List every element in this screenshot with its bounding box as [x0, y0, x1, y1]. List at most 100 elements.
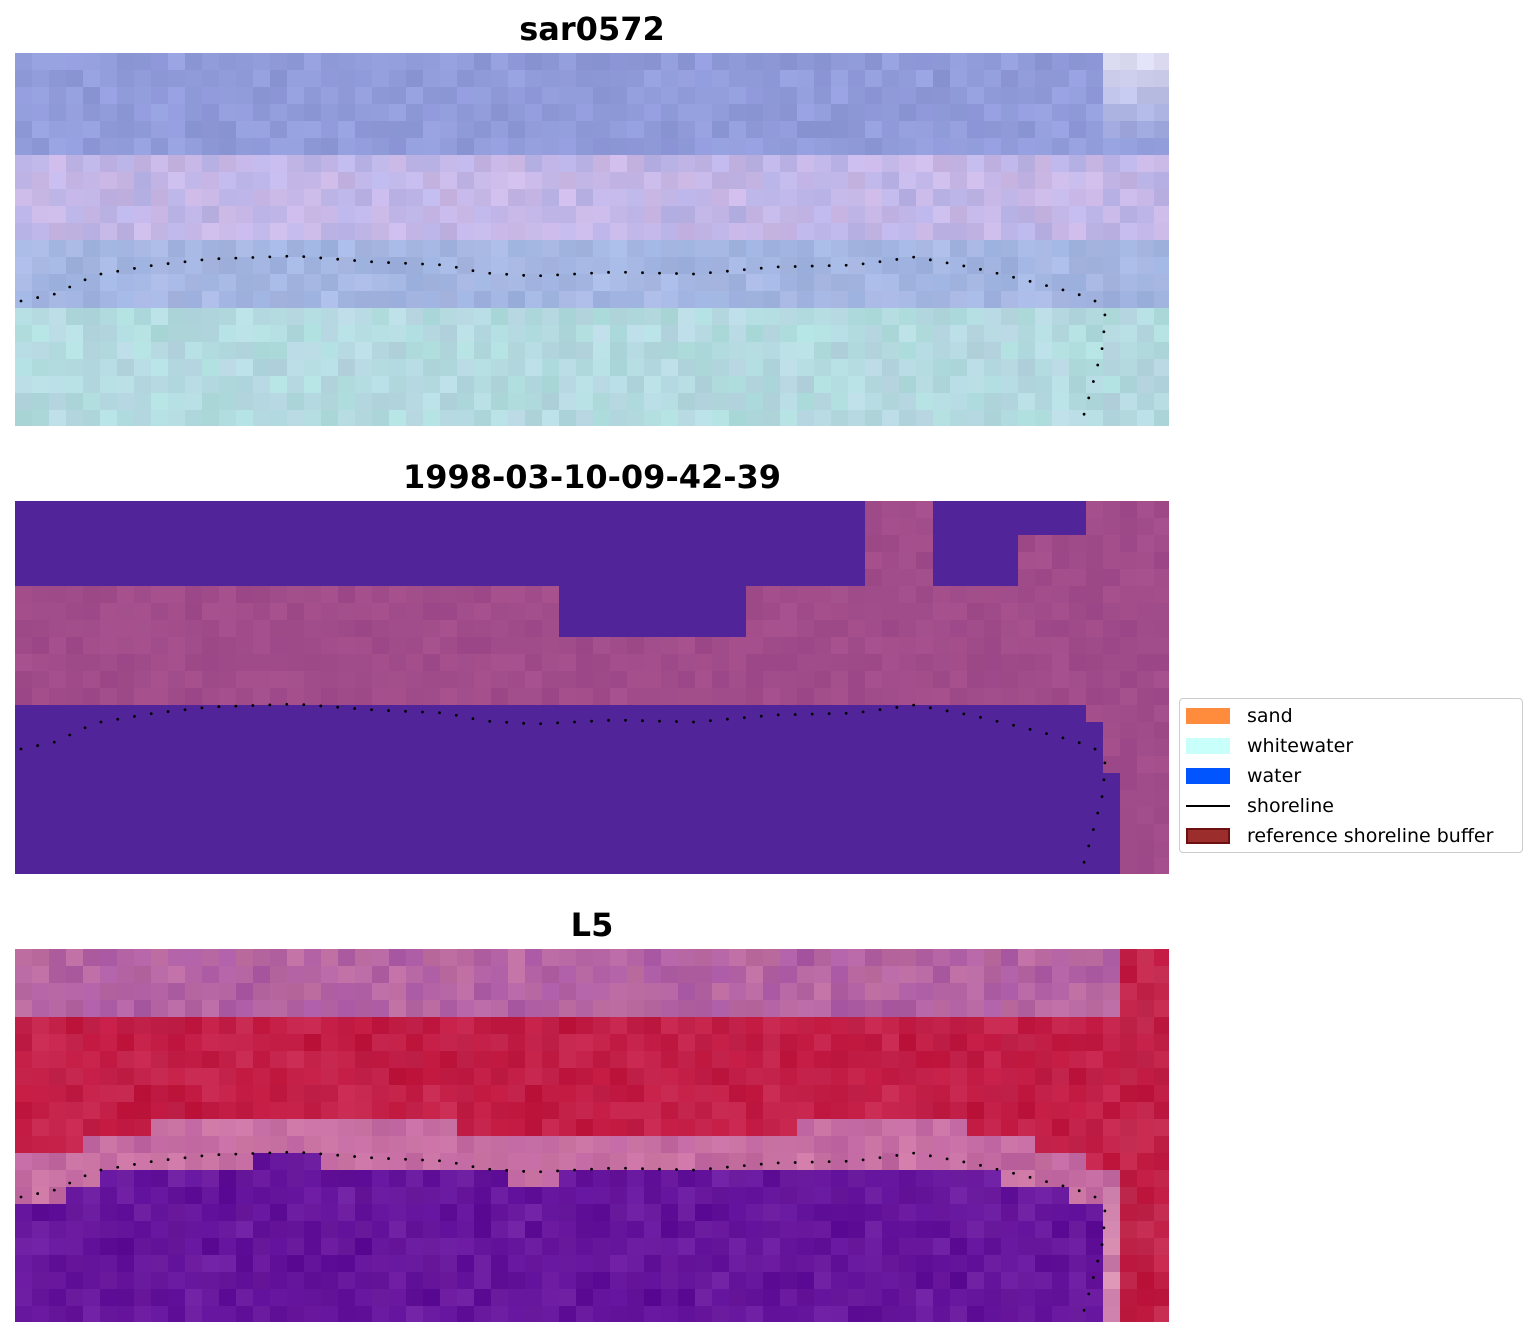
- raster-cell: [66, 586, 84, 604]
- raster-cell: [202, 722, 220, 740]
- raster-cell: [610, 376, 628, 394]
- raster-cell: [627, 1272, 645, 1290]
- raster-cell: [15, 790, 33, 808]
- raster-cell: [100, 410, 118, 426]
- raster-cell: [151, 671, 169, 689]
- raster-cell: [1086, 240, 1104, 258]
- shoreline-dot: [1077, 293, 1081, 297]
- raster-cell: [678, 1153, 696, 1171]
- raster-cell: [933, 688, 951, 706]
- raster-cell: [270, 1136, 288, 1154]
- raster-cell: [729, 240, 747, 258]
- raster-cell: [1137, 1034, 1155, 1052]
- raster-cell: [780, 274, 798, 292]
- raster-cell: [1103, 1102, 1121, 1120]
- raster-cell: [423, 393, 441, 411]
- raster-cell: [1137, 342, 1155, 360]
- raster-cell: [83, 688, 101, 706]
- raster-cell: [287, 552, 305, 570]
- raster-cell: [457, 87, 475, 105]
- raster-cell: [1035, 569, 1053, 587]
- raster-cell: [950, 773, 968, 791]
- raster-cell: [83, 1068, 101, 1086]
- raster-cell: [1154, 1051, 1169, 1069]
- raster-cell: [83, 966, 101, 984]
- raster-cell: [185, 518, 203, 536]
- raster-cell: [15, 1017, 33, 1035]
- raster-cell: [916, 1136, 934, 1154]
- raster-cell: [593, 790, 611, 808]
- raster-cell: [236, 1272, 254, 1290]
- raster-cell: [967, 983, 985, 1001]
- raster-cell: [1103, 552, 1121, 570]
- raster-cell: [831, 257, 849, 275]
- raster-cell: [814, 104, 832, 122]
- shoreline-dot: [776, 713, 780, 717]
- raster-cell: [984, 325, 1002, 343]
- raster-cell: [593, 807, 611, 825]
- shoreline-dot: [83, 726, 87, 730]
- raster-cell: [389, 1204, 407, 1222]
- raster-cell: [797, 393, 815, 411]
- shoreline-dot: [1096, 811, 1100, 815]
- raster-cell: [457, 274, 475, 292]
- raster-cell: [695, 1221, 713, 1239]
- raster-cell: [746, 325, 764, 343]
- raster-cell: [253, 1306, 271, 1322]
- raster-cell: [355, 359, 373, 377]
- shoreline-dot: [471, 717, 475, 720]
- raster-cell: [814, 359, 832, 377]
- raster-cell: [355, 410, 373, 426]
- raster-cell: [593, 410, 611, 426]
- raster-cell: [678, 172, 696, 190]
- raster-cell: [933, 739, 951, 757]
- raster-cell: [746, 620, 764, 638]
- raster-cell: [1086, 722, 1104, 740]
- raster-cell: [49, 518, 67, 536]
- raster-cell: [151, 569, 169, 587]
- raster-cell: [151, 501, 169, 519]
- raster-cell: [848, 1170, 866, 1188]
- raster-cell: [933, 858, 951, 874]
- raster-cell: [627, 518, 645, 536]
- raster-cell: [491, 983, 509, 1001]
- raster-cell: [797, 104, 815, 122]
- raster-cell: [304, 342, 322, 360]
- raster-cell: [15, 308, 33, 326]
- raster-cell: [508, 966, 526, 984]
- raster-cell: [1103, 739, 1121, 757]
- raster-cell: [1154, 983, 1169, 1001]
- raster-cell: [202, 1136, 220, 1154]
- raster-cell: [967, 688, 985, 706]
- raster-cell: [270, 393, 288, 411]
- raster-cell: [338, 393, 356, 411]
- raster-cell: [338, 1306, 356, 1322]
- raster-cell: [287, 1051, 305, 1069]
- raster-cell: [338, 308, 356, 326]
- raster-cell: [219, 87, 237, 105]
- raster-cell: [984, 739, 1002, 757]
- raster-cell: [916, 308, 934, 326]
- raster-cell: [491, 1306, 509, 1322]
- raster-cell: [678, 138, 696, 156]
- raster-cell: [270, 155, 288, 173]
- raster-cell: [865, 966, 883, 984]
- raster-cell: [542, 501, 560, 519]
- raster-cell: [66, 1119, 84, 1137]
- raster-cell: [151, 705, 169, 723]
- raster-cell: [117, 1204, 135, 1222]
- raster-cell: [593, 1187, 611, 1205]
- raster-cell: [525, 654, 543, 672]
- raster-cell: [780, 705, 798, 723]
- legend-label-water: water: [1247, 765, 1302, 787]
- raster-cell: [457, 603, 475, 621]
- raster-cell: [151, 949, 169, 967]
- raster-cell: [423, 705, 441, 723]
- raster-cell: [763, 1153, 781, 1171]
- raster-cell: [270, 1204, 288, 1222]
- raster-cell: [576, 552, 594, 570]
- raster-cell: [508, 858, 526, 874]
- raster-cell: [202, 359, 220, 377]
- raster-cell: [1103, 257, 1121, 275]
- raster-cell: [831, 637, 849, 655]
